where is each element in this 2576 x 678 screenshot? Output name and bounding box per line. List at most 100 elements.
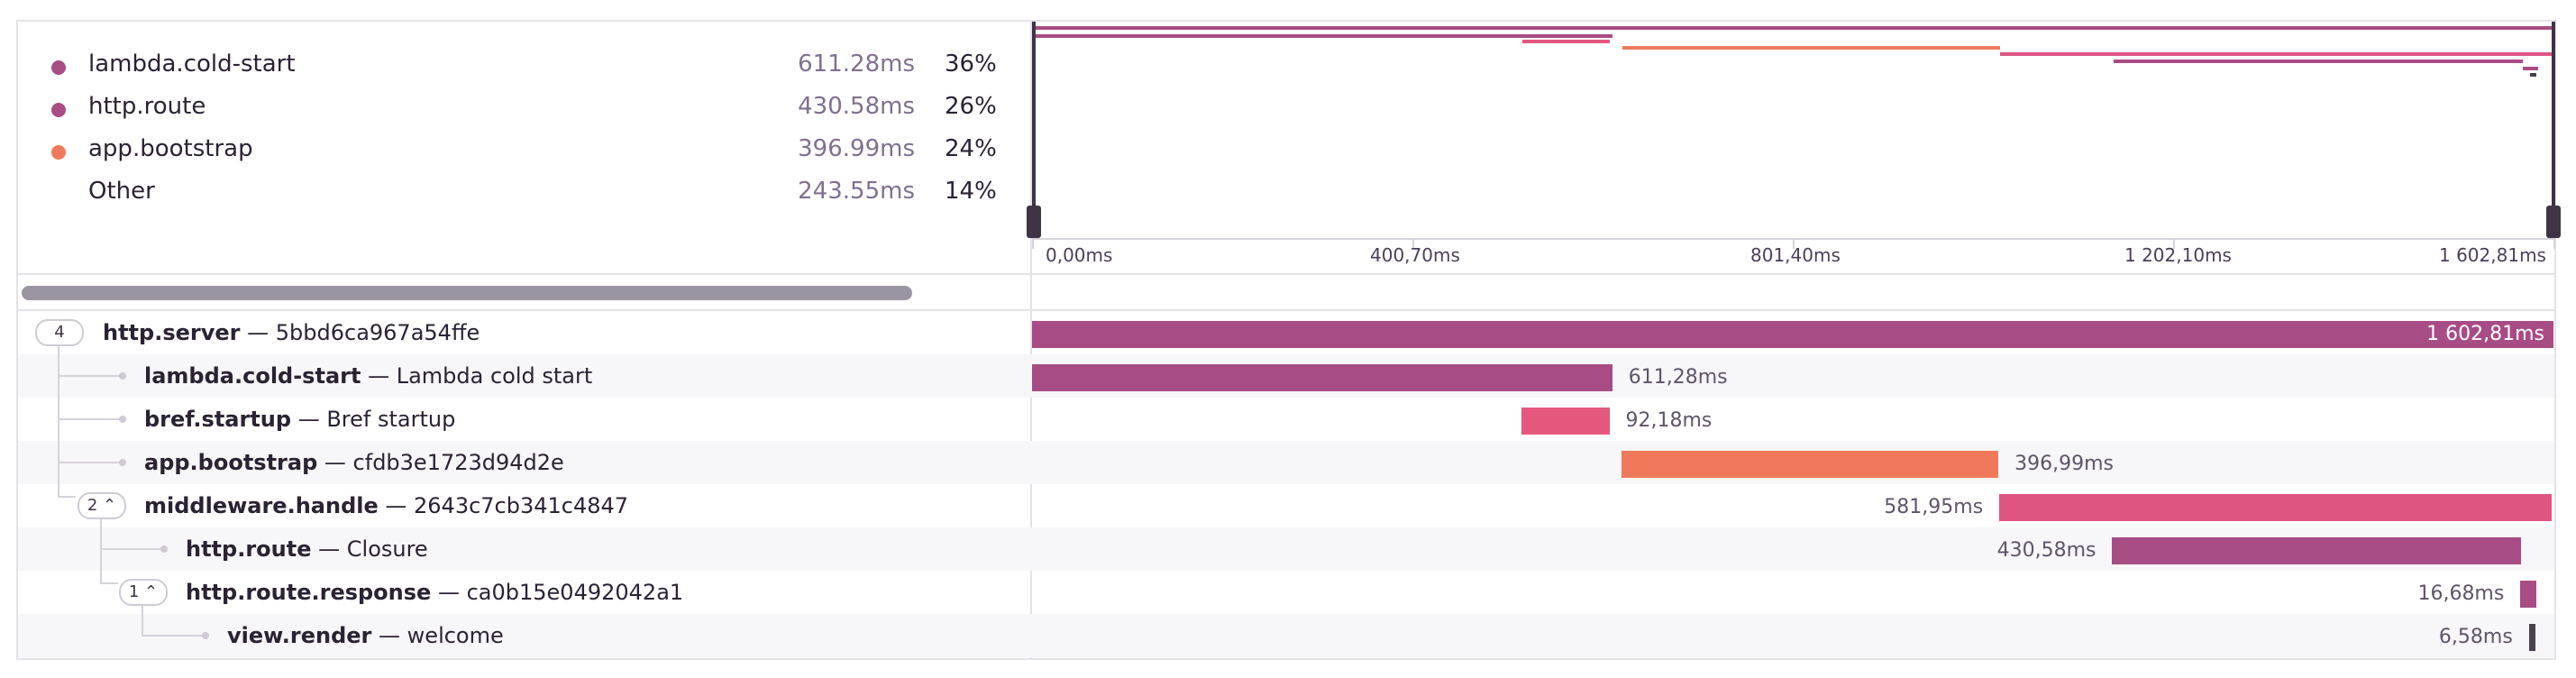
span-op: bref.startup	[144, 407, 292, 432]
span-bar[interactable]	[2520, 581, 2536, 608]
span-separator: —	[317, 450, 353, 475]
minimap-bar	[2523, 67, 2538, 70]
collapse-toggle[interactable]: 1 ⌃	[119, 579, 168, 606]
span-separator: —	[291, 407, 327, 432]
minimap-right-grip[interactable]	[2546, 206, 2561, 238]
collapse-toggle[interactable]: 4	[35, 319, 84, 346]
axis-tick-label: 1 202,10ms	[2124, 244, 2232, 266]
span-duration: 6,58ms	[2438, 626, 2513, 648]
axis-tick-label: 0,00ms	[1046, 244, 1113, 266]
minimap[interactable]	[1027, 22, 2561, 238]
legend-item[interactable]: app.bootstrap 396.99ms 24%	[0, 133, 1030, 170]
span-duration: 430,58ms	[1996, 539, 2096, 562]
axis-tick	[1412, 238, 1414, 249]
legend-item[interactable]: http.route 430.58ms 26%	[0, 91, 1030, 127]
span-separator: —	[311, 536, 347, 562]
span-row[interactable]: bref.startup — Bref startup 92,18ms	[18, 376, 2554, 441]
span-duration: 16,68ms	[2417, 582, 2505, 605]
span-duration: 396,99ms	[2014, 453, 2114, 475]
tree-connector	[142, 635, 205, 637]
tree-node-dot	[119, 416, 126, 423]
span-description: 2643c7cb341c4847	[414, 493, 629, 518]
span-description: 5bbd6ca967a54ffe	[275, 320, 480, 345]
legend-name: http.route	[88, 93, 206, 120]
legend-item[interactable]: lambda.cold-start 611.28ms 36%	[0, 49, 1030, 85]
span-op: view.render	[227, 623, 372, 648]
span-description: ca0b15e0492042a1	[466, 580, 684, 605]
tree-connector	[58, 345, 59, 376]
span-row[interactable]: http.route — Closure 430,58ms	[18, 518, 2554, 571]
axis-tick	[1032, 238, 1034, 249]
minimap-right-handle[interactable]	[2552, 22, 2555, 238]
span-bar[interactable]	[1999, 494, 2553, 521]
tree-connector	[100, 548, 163, 550]
span-op: http.server	[103, 320, 241, 345]
span-description: Closure	[346, 536, 428, 562]
span-bar[interactable]	[2112, 537, 2521, 564]
axis-tick-label: 1 602,81ms	[2439, 244, 2546, 266]
span-separator: —	[431, 580, 467, 605]
span-op: app.bootstrap	[144, 450, 318, 475]
header-divider	[16, 273, 2556, 275]
minimap-bar	[2000, 52, 2553, 56]
span-op: http.route	[186, 536, 312, 562]
tree-node-dot	[119, 459, 126, 466]
scroll-divider	[16, 309, 2556, 311]
tree-connector	[58, 496, 76, 498]
span-duration: 1 602,81ms	[2426, 323, 2544, 345]
span-title: http.route — Closure	[186, 536, 428, 562]
minimap-bar	[1522, 40, 1610, 43]
children-count: 2	[87, 496, 98, 515]
span-bar[interactable]	[1521, 408, 1610, 435]
span-description: welcome	[406, 623, 504, 648]
legend-duration: 396.99ms	[798, 135, 915, 162]
legend-duration: 611.28ms	[798, 50, 915, 78]
span-row[interactable]: 1 ⌃ http.route.response — ca0b15e0492042…	[18, 549, 2554, 614]
span-duration: 92,18ms	[1625, 409, 1713, 432]
span-title: http.server — 5bbd6ca967a54ffe	[103, 320, 480, 345]
span-title: middleware.handle — 2643c7cb341c4847	[144, 493, 628, 518]
legend-item[interactable]: Other 243.55ms 14%	[0, 176, 1030, 212]
tree-connector	[58, 419, 59, 463]
collapse-toggle[interactable]: 2 ⌃	[78, 492, 126, 519]
span-separator: —	[361, 363, 397, 389]
span-bar[interactable]	[2528, 624, 2535, 651]
children-count: 4	[54, 323, 65, 342]
panel-divider[interactable]	[1030, 20, 1032, 660]
legend-dot	[51, 145, 66, 160]
span-title: lambda.cold-start — Lambda cold start	[144, 363, 592, 389]
legend-name: Other	[88, 178, 155, 205]
minimap-bar	[1032, 26, 2555, 30]
tree-node-dot	[119, 372, 126, 380]
tree-connector	[100, 518, 102, 549]
span-title: http.route.response — ca0b15e0492042a1	[186, 580, 683, 605]
span-row[interactable]: lambda.cold-start — Lambda cold start 61…	[18, 345, 2554, 398]
horizontal-scrollbar[interactable]	[22, 286, 912, 300]
legend-name: lambda.cold-start	[88, 50, 296, 78]
span-row[interactable]: 4 http.server — 5bbd6ca967a54ffe 1 602,8…	[18, 311, 2554, 354]
span-bar[interactable]	[1032, 364, 1612, 391]
minimap-left-grip[interactable]	[1027, 206, 1041, 238]
span-description: Lambda cold start	[396, 363, 593, 389]
span-bar[interactable]	[1621, 451, 1999, 478]
span-row[interactable]: view.render — welcome 6,58ms	[18, 605, 2554, 657]
axis-tick	[2173, 238, 2175, 249]
legend-percent: 24%	[945, 135, 997, 162]
trace-view	[16, 20, 2556, 660]
span-description: Bref startup	[326, 407, 456, 432]
legend-dot	[51, 60, 66, 75]
span-op: lambda.cold-start	[144, 363, 361, 389]
axis-tick-label: 400,70ms	[1370, 244, 1460, 266]
tree-connector	[100, 549, 102, 582]
minimap-left-handle[interactable]	[1032, 22, 1036, 238]
legend-percent: 26%	[945, 93, 997, 120]
legend-name: app.bootstrap	[88, 135, 253, 162]
span-row[interactable]: app.bootstrap — cfdb3e1723d94d2e 396,99m…	[18, 419, 2554, 484]
span-bar[interactable]	[1032, 321, 2553, 348]
span-op: middleware.handle	[144, 493, 379, 518]
legend-dot	[51, 103, 66, 117]
axis-tick	[1793, 238, 1795, 249]
span-row[interactable]: 2 ⌃ middleware.handle — 2643c7cb341c4847…	[18, 463, 2554, 527]
minimap-bar	[1032, 34, 1612, 38]
tree-node-dot	[160, 545, 168, 553]
